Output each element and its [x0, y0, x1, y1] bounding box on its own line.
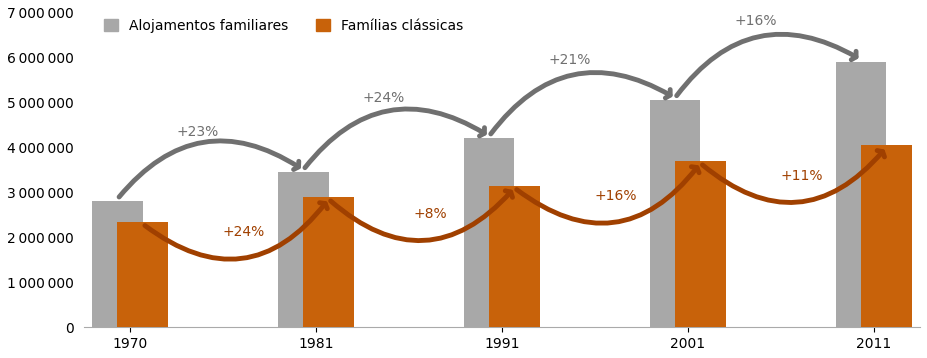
- Text: +24%: +24%: [362, 91, 404, 105]
- Bar: [303, 197, 354, 327]
- Legend: Alojamentos familiares, Famílias clássicas: Alojamentos familiares, Famílias clássic…: [99, 13, 469, 38]
- Bar: [278, 172, 328, 327]
- Bar: [92, 202, 143, 327]
- Text: +23%: +23%: [176, 125, 219, 139]
- Bar: [650, 100, 701, 327]
- Text: +21%: +21%: [548, 53, 590, 67]
- Bar: [118, 222, 168, 327]
- Text: +11%: +11%: [781, 169, 823, 183]
- Text: +24%: +24%: [223, 225, 265, 239]
- Text: +16%: +16%: [594, 189, 637, 203]
- Bar: [675, 161, 726, 327]
- Bar: [489, 186, 540, 327]
- Text: +16%: +16%: [734, 14, 777, 28]
- Text: +8%: +8%: [413, 207, 447, 221]
- Bar: [464, 139, 514, 327]
- Bar: [861, 145, 911, 327]
- Bar: [835, 62, 886, 327]
